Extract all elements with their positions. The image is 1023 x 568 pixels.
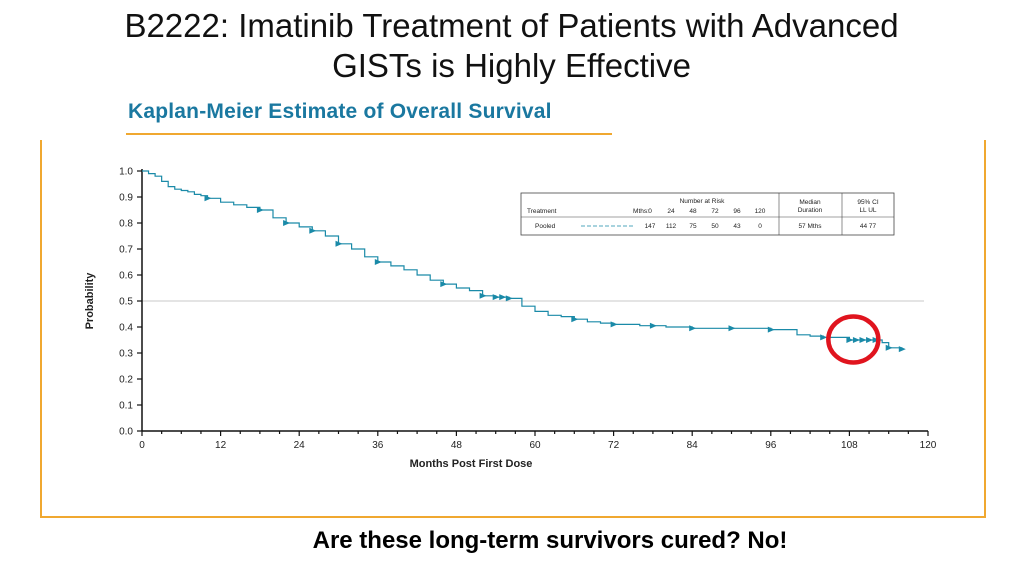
- censor-mark: [492, 294, 500, 301]
- censor-mark: [846, 337, 854, 343]
- y-tick-label: 0.9: [119, 193, 133, 204]
- risk-table-mths-label: Mths:: [633, 208, 649, 215]
- x-tick-label: 108: [841, 440, 858, 451]
- risk-table-group-header: Number at Risk: [680, 198, 726, 205]
- highlight-circle: [826, 314, 881, 365]
- censor-mark: [479, 292, 487, 299]
- censor-mark: [689, 325, 697, 332]
- risk-table-ci-header: 95% CI: [857, 199, 879, 206]
- axes-layer: 0.0 0.1 0.2 0.3 0.4 0.5 0.6 0.7 0.8 0.9 1.0 0 12 24 36…: [84, 167, 937, 471]
- x-tick-label: 60: [529, 440, 541, 451]
- censor-mark: [571, 316, 579, 323]
- risk-table-ci-header: LL UL: [859, 207, 876, 214]
- y-axis-title: Probability: [84, 272, 96, 330]
- y-tick-label: 0.0: [119, 427, 133, 438]
- censor-mark: [859, 337, 867, 343]
- x-tick-label: 84: [687, 440, 699, 451]
- risk-table-at-risk: 0: [758, 223, 762, 230]
- risk-table-month: 72: [711, 208, 719, 215]
- censor-mark: [335, 240, 343, 247]
- y-tick-label: 0.8: [119, 219, 133, 230]
- risk-table-row-treatment: Pooled: [535, 223, 556, 230]
- x-tick-label: 12: [215, 440, 227, 451]
- risk-table-median-header: Duration: [798, 207, 823, 214]
- censor-mark: [374, 259, 382, 265]
- chart-title: Kaplan-Meier Estimate of Overall Surviva…: [128, 100, 552, 123]
- censor-marks-layer: [204, 195, 906, 353]
- y-tick-label: 0.7: [119, 245, 133, 256]
- censor-mark: [649, 322, 657, 329]
- risk-table-month: 24: [667, 208, 675, 215]
- censor-mark: [204, 195, 212, 202]
- x-tick-label: 0: [139, 440, 145, 451]
- censor-mark: [885, 344, 893, 351]
- survival-curve: [142, 170, 903, 350]
- x-axis-title: Months Post First Dose: [410, 458, 533, 470]
- risk-table-median-header: Median: [799, 199, 821, 206]
- censor-mark: [852, 337, 860, 343]
- x-tick-label: 96: [765, 440, 777, 451]
- y-tick-label: 0.4: [119, 323, 133, 334]
- x-tick-label: 48: [451, 440, 463, 451]
- slide-title: B2222: Imatinib Treatment of Patients wi…: [0, 6, 1023, 86]
- curve-layer: [142, 170, 903, 350]
- risk-table-at-risk: 75: [689, 223, 697, 230]
- x-tick-label: 36: [372, 440, 384, 451]
- risk-table-month: 120: [755, 208, 766, 215]
- risk-table-month: 0: [648, 208, 652, 215]
- censor-mark: [309, 227, 317, 234]
- risk-table-border: [520, 192, 895, 236]
- slide-title-line-2: GISTs is Highly Effective: [332, 47, 691, 84]
- slide-caption: Are these long-term survivors cured? No!: [312, 527, 788, 554]
- censor-mark: [728, 325, 736, 332]
- censor-mark: [767, 326, 775, 333]
- x-tick-label: 120: [920, 440, 937, 451]
- risk-table-month: 96: [733, 208, 741, 215]
- censor-mark: [283, 220, 291, 226]
- slide-title-line-1: B2222: Imatinib Treatment of Patients wi…: [124, 7, 899, 44]
- censor-mark: [866, 337, 874, 343]
- censor-mark: [499, 294, 507, 301]
- x-tick-label: 24: [294, 440, 306, 451]
- y-tick-label: 0.2: [119, 375, 133, 386]
- highlight-layer: [826, 314, 881, 365]
- y-tick-label: 0.3: [119, 349, 133, 360]
- risk-table-treatment-header: Treatment: [527, 208, 557, 215]
- risk-table-at-risk: 50: [711, 223, 719, 230]
- y-tick-label: 0.1: [119, 401, 133, 412]
- risk-table-at-risk: 112: [666, 223, 677, 230]
- risk-table-at-risk: 147: [645, 223, 656, 230]
- censor-mark: [256, 207, 264, 213]
- y-tick-label: 0.5: [119, 297, 133, 308]
- risk-table-month: 48: [689, 208, 697, 215]
- censor-mark: [820, 334, 828, 341]
- y-tick-label: 1.0: [119, 167, 133, 178]
- censor-mark: [505, 295, 513, 302]
- censor-mark: [898, 346, 906, 353]
- censor-mark: [610, 321, 618, 328]
- chart-title-underline: [126, 133, 612, 135]
- x-tick-label: 72: [608, 440, 620, 451]
- risk-table-row-median: 57 Mths: [798, 223, 822, 230]
- y-tick-label: 0.6: [119, 271, 133, 282]
- censor-mark: [440, 281, 448, 288]
- risk-table-at-risk: 43: [733, 223, 741, 230]
- chart-frame: [40, 140, 986, 518]
- risk-table-row-ci: 44 77: [860, 223, 877, 230]
